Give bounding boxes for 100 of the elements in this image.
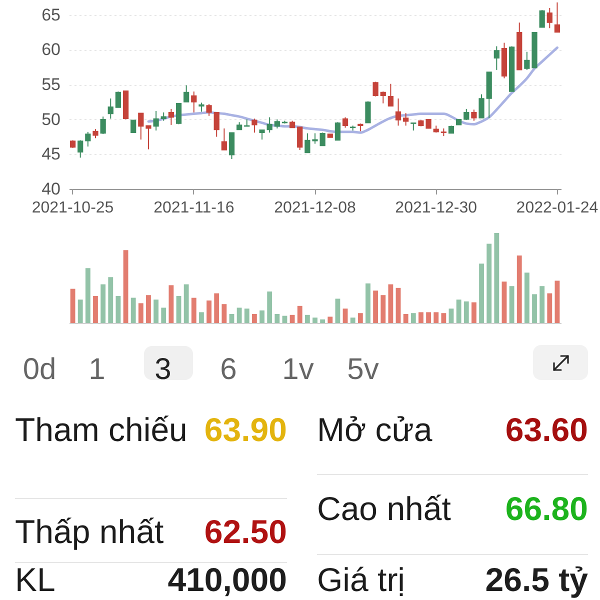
candlestick <box>252 118 258 134</box>
candlestick <box>221 128 227 151</box>
bar <box>85 268 90 323</box>
y-tick-label: 40 <box>42 180 60 198</box>
bar <box>396 288 401 323</box>
bar <box>388 284 394 323</box>
candlestick <box>108 98 114 120</box>
candlestick <box>274 118 280 129</box>
bar <box>191 298 196 323</box>
candlestick <box>320 132 326 146</box>
candlestick <box>342 116 348 128</box>
bar <box>100 284 106 323</box>
x-tick-label: 2021-12-30 <box>395 200 478 216</box>
bar <box>471 302 476 323</box>
candlestick <box>546 7 552 29</box>
candlestick <box>146 125 152 150</box>
bar <box>380 295 386 323</box>
bar <box>168 285 174 323</box>
bar <box>108 277 114 323</box>
candlestick <box>297 126 303 151</box>
bar <box>441 313 446 323</box>
text: 1 <box>88 352 106 386</box>
candlestick <box>471 109 477 122</box>
text: 66.80 <box>505 490 588 528</box>
bar <box>516 256 522 323</box>
bar <box>93 296 98 323</box>
bar <box>410 313 416 323</box>
text: 6 <box>220 352 237 386</box>
candlestick <box>85 131 91 148</box>
y-tick-label: 55 <box>42 75 60 94</box>
text: 0d <box>22 352 56 386</box>
bar <box>274 314 280 323</box>
candlestick <box>191 91 197 113</box>
bar <box>358 313 363 323</box>
text: 3 <box>154 352 172 386</box>
category-label: Thấp nhất <box>15 513 164 550</box>
candlestick <box>395 98 402 126</box>
bar <box>138 303 144 323</box>
text: 410,000 <box>168 561 287 598</box>
bar <box>206 300 212 323</box>
category-label: KL <box>15 561 56 598</box>
bar <box>260 310 264 323</box>
bar <box>373 290 378 323</box>
candlestick <box>380 91 386 104</box>
candlestick <box>153 110 159 132</box>
candlestick <box>206 104 212 116</box>
text: 63.90 <box>204 411 287 448</box>
text: 1v <box>282 352 314 386</box>
bar <box>426 312 431 323</box>
candlestick <box>100 116 106 134</box>
bar <box>222 304 227 323</box>
candlestick <box>388 83 394 107</box>
candlestick <box>266 116 272 134</box>
candlestick <box>198 102 204 112</box>
candlestick <box>168 108 174 126</box>
bar <box>320 319 326 323</box>
x-tick-label: 2022-01-24 <box>516 200 598 216</box>
bar <box>418 312 424 323</box>
bar <box>403 314 408 323</box>
candlestick <box>184 84 190 102</box>
bar <box>297 306 302 323</box>
category-label: Tham chiếu <box>15 411 188 448</box>
candlestick <box>494 46 500 70</box>
text: 62.50 <box>204 513 287 550</box>
bar <box>509 286 514 323</box>
bar <box>456 300 462 323</box>
text: 26.5 tỷ <box>485 561 588 598</box>
bar <box>532 294 537 323</box>
candlestick <box>539 10 545 28</box>
bar <box>161 308 166 323</box>
y-tick-label: 60 <box>42 40 60 60</box>
bar <box>350 318 356 323</box>
bar <box>494 233 500 323</box>
bar <box>328 316 333 323</box>
candlestick <box>130 120 136 134</box>
candlestick <box>78 140 84 158</box>
y-tick-label: 65 <box>42 5 60 24</box>
bar <box>130 298 136 323</box>
candlestick <box>259 129 265 140</box>
candlestick <box>214 112 220 138</box>
candlestick <box>524 51 530 70</box>
candlestick <box>304 132 310 154</box>
bar <box>366 283 370 323</box>
bar <box>229 314 234 323</box>
bar <box>312 318 318 323</box>
bar <box>78 300 83 323</box>
bar <box>448 308 454 323</box>
bar <box>116 296 121 323</box>
candlestick <box>478 94 484 118</box>
bar <box>236 308 242 323</box>
text: 5v <box>347 352 379 386</box>
candlestick <box>403 112 409 126</box>
bar <box>540 286 545 323</box>
candlestick <box>312 132 318 144</box>
candlestick <box>138 112 144 140</box>
bar <box>304 314 310 323</box>
bar <box>464 301 469 323</box>
x-tick-label: 2021-12-08 <box>274 200 356 216</box>
text: 63.60 <box>505 411 588 448</box>
candlestick <box>372 81 378 97</box>
